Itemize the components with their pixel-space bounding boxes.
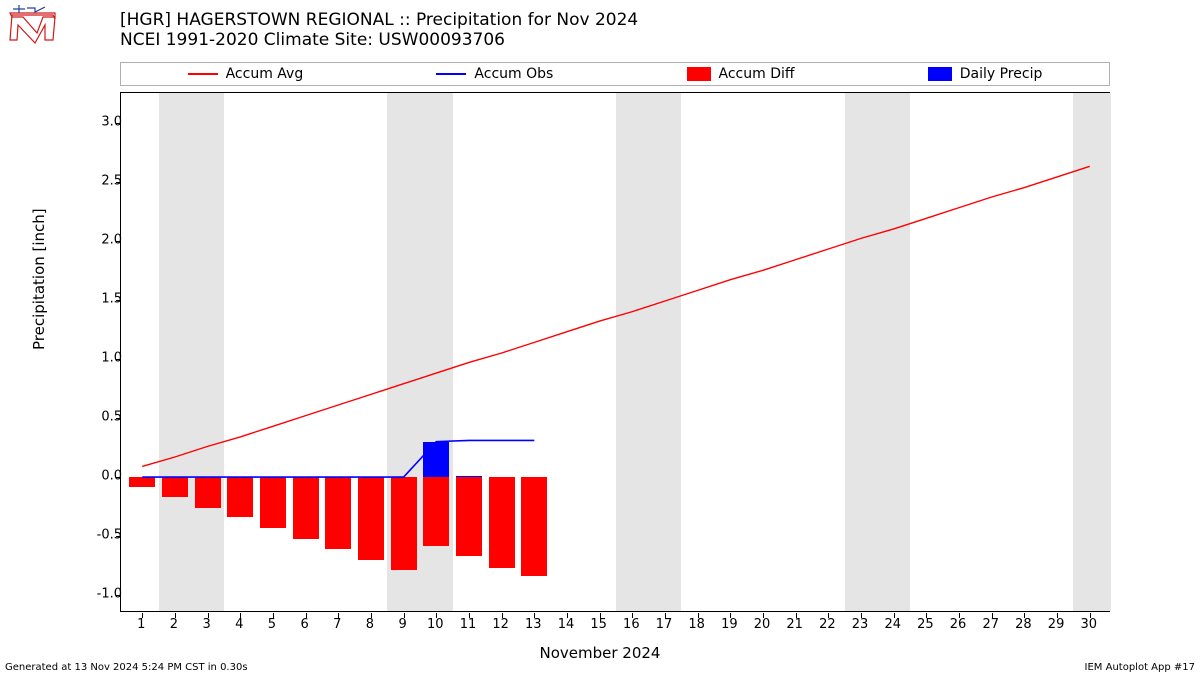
x-tick-label: 30 — [1080, 617, 1097, 632]
x-tick-label: 15 — [590, 617, 607, 632]
x-tick-label: 14 — [558, 617, 575, 632]
x-tick-label: 29 — [1048, 617, 1065, 632]
legend-label: Accum Avg — [226, 66, 304, 82]
iem-logo-icon — [5, 5, 60, 45]
x-tick-label: 3 — [202, 617, 210, 632]
x-tick-label: 11 — [460, 617, 477, 632]
x-tick-label: 20 — [754, 617, 771, 632]
y-tick-label: 1.5 — [72, 291, 122, 306]
x-tick-label: 19 — [721, 617, 738, 632]
y-tick-label: -1.0 — [72, 587, 122, 602]
legend-item-accum-avg: Accum Avg — [188, 66, 304, 82]
x-tick-label: 28 — [1015, 617, 1032, 632]
x-tick-label: 25 — [917, 617, 934, 632]
x-tick-label: 27 — [982, 617, 999, 632]
x-tick-label: 6 — [300, 617, 308, 632]
y-axis-label: Precipitation [inch] — [30, 208, 48, 350]
legend-swatch — [687, 67, 711, 81]
footer-generated: Generated at 13 Nov 2024 5:24 PM CST in … — [5, 662, 248, 673]
legend-item-accum-diff: Accum Diff — [687, 66, 795, 82]
y-tick-label: 0.5 — [72, 410, 122, 425]
x-tick-label: 2 — [170, 617, 178, 632]
legend-label: Accum Obs — [474, 66, 553, 82]
x-tick-label: 12 — [492, 617, 509, 632]
y-tick-label: -0.5 — [72, 528, 122, 543]
x-tick-label: 21 — [786, 617, 803, 632]
y-tick-label: 2.5 — [72, 173, 122, 188]
legend-item-daily-precip: Daily Precip — [928, 66, 1043, 82]
legend-label: Daily Precip — [960, 66, 1043, 82]
legend-swatch — [188, 73, 218, 75]
legend-item-accum-obs: Accum Obs — [436, 66, 553, 82]
legend-swatch — [436, 73, 466, 75]
title-line-2: NCEI 1991-2020 Climate Site: USW00093706 — [120, 30, 638, 50]
x-tick-label: 8 — [366, 617, 374, 632]
x-tick-label: 26 — [950, 617, 967, 632]
y-tick-label: 1.0 — [72, 350, 122, 365]
legend-label: Accum Diff — [719, 66, 795, 82]
x-tick-label: 7 — [333, 617, 341, 632]
x-tick-label: 10 — [427, 617, 444, 632]
series-line — [142, 166, 1090, 466]
x-tick-label: 13 — [525, 617, 542, 632]
y-tick-label: 3.0 — [72, 114, 122, 129]
chart-title: [HGR] HAGERSTOWN REGIONAL :: Precipitati… — [120, 10, 638, 50]
legend-swatch — [928, 67, 952, 81]
plot-area — [120, 92, 1110, 612]
x-tick-label: 1 — [137, 617, 145, 632]
x-tick-label: 18 — [688, 617, 705, 632]
x-tick-label: 9 — [398, 617, 406, 632]
footer-app: IEM Autoplot App #17 — [1085, 662, 1195, 673]
x-axis-label: November 2024 — [0, 644, 1200, 662]
title-line-1: [HGR] HAGERSTOWN REGIONAL :: Precipitati… — [120, 10, 638, 30]
x-tick-label: 4 — [235, 617, 243, 632]
series-line — [142, 440, 534, 477]
x-tick-label: 5 — [268, 617, 276, 632]
x-tick-label: 22 — [819, 617, 836, 632]
legend: Accum Avg Accum Obs Accum Diff Daily Pre… — [120, 62, 1110, 86]
line-layer — [121, 93, 1109, 611]
y-tick-label: 0.0 — [72, 469, 122, 484]
x-tick-label: 24 — [884, 617, 901, 632]
x-tick-label: 23 — [852, 617, 869, 632]
x-tick-label: 17 — [656, 617, 673, 632]
y-tick-label: 2.0 — [72, 232, 122, 247]
x-tick-label: 16 — [623, 617, 640, 632]
